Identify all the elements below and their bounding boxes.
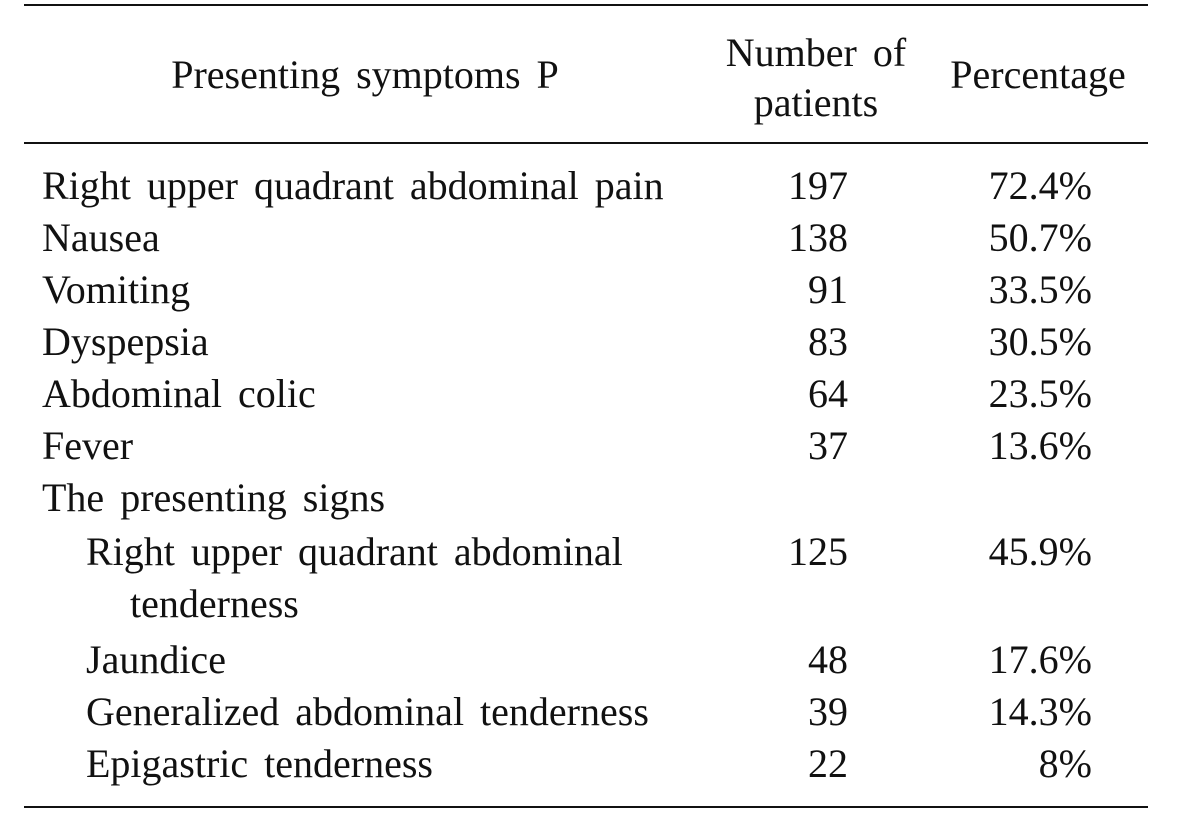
table-row: Right upper quadrant abdominal tendernes… [0,526,1200,630]
row-label-line2: tenderness [130,581,299,626]
row-number: 197 [788,163,848,208]
row-label: Generalized abdominal tenderness [86,689,649,734]
row-number: 39 [808,689,848,734]
header-number-line2: patients [753,80,879,125]
table-row: Abdominal colic 64 23.5% [0,368,1200,420]
row-percentage: 45.9% [988,529,1092,574]
row-label: Right upper quadrant abdominal pain [42,163,664,208]
table-row: Jaundice 48 17.6% [0,634,1200,686]
row-percentage: 8% [1038,741,1092,786]
signs-heading: The presenting signs [42,475,386,520]
row-label-line1: Right upper quadrant abdominal [86,529,623,574]
row-label: Dyspepsia [42,319,209,364]
row-label: Jaundice [86,637,226,682]
row-number: 83 [808,319,848,364]
row-number: 125 [788,529,848,574]
row-number: 48 [808,637,848,682]
row-percentage: 72.4% [988,163,1092,208]
header-number-of-patients: Number of patients [706,28,926,128]
row-number: 22 [808,741,848,786]
section-heading-row: The presenting signs [0,472,1200,524]
table-row: Right upper quadrant abdominal pain 197 … [0,160,1200,212]
row-number: 138 [788,215,848,260]
row-label: Fever [42,423,134,468]
row-label: Abdominal colic [42,371,316,416]
row-percentage: 13.6% [988,423,1092,468]
bottom-rule [24,806,1148,808]
row-percentage: 50.7% [988,215,1092,260]
row-percentage: 23.5% [988,371,1092,416]
row-label: Right upper quadrant abdominal tendernes… [86,526,623,630]
row-percentage: 14.3% [988,689,1092,734]
table-row: Vomiting 91 33.5% [0,264,1200,316]
table-row: Generalized abdominal tenderness 39 14.3… [0,686,1200,738]
top-rule [24,4,1148,6]
row-label: Nausea [42,215,160,260]
table-row: Nausea 138 50.7% [0,212,1200,264]
row-number: 64 [808,371,848,416]
row-percentage: 33.5% [988,267,1092,312]
row-percentage: 30.5% [988,319,1092,364]
header-rule [24,142,1148,144]
table-row: Fever 37 13.6% [0,420,1200,472]
header-symptoms: Presenting symptoms P [171,52,559,97]
row-label: Epigastric tenderness [86,741,433,786]
table-row: Epigastric tenderness 22 8% [0,738,1200,790]
header-percentage: Percentage [950,52,1126,97]
row-label: Vomiting [42,267,191,312]
row-number: 91 [808,267,848,312]
row-number: 37 [808,423,848,468]
header-number-line1: Number of [725,30,907,75]
table-row: Dyspepsia 83 30.5% [0,316,1200,368]
row-percentage: 17.6% [988,637,1092,682]
